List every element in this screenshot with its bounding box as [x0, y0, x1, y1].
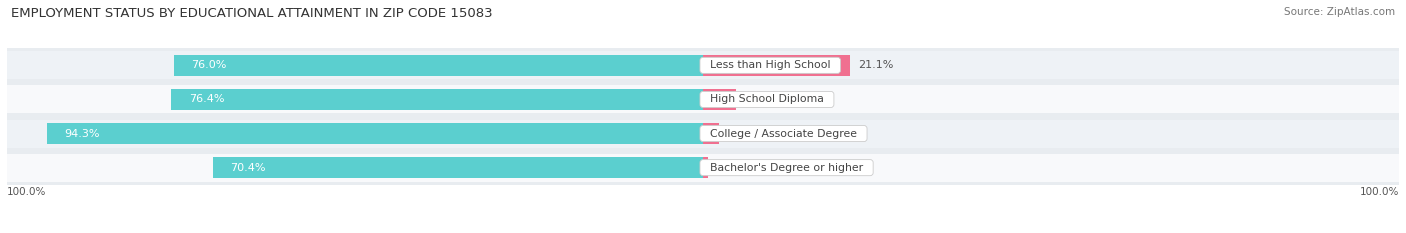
Bar: [172, 89, 703, 110]
Text: Source: ZipAtlas.com: Source: ZipAtlas.com: [1284, 7, 1395, 17]
Bar: [703, 157, 707, 178]
Bar: [7, 51, 1399, 79]
Bar: [7, 151, 1399, 185]
Bar: [214, 157, 703, 178]
Text: High School Diploma: High School Diploma: [703, 94, 831, 104]
Text: 76.4%: 76.4%: [188, 94, 224, 104]
Text: 70.4%: 70.4%: [231, 163, 266, 173]
Bar: [7, 82, 1399, 116]
Bar: [7, 120, 1399, 147]
Text: 76.0%: 76.0%: [191, 60, 226, 70]
Text: EMPLOYMENT STATUS BY EDUCATIONAL ATTAINMENT IN ZIP CODE 15083: EMPLOYMENT STATUS BY EDUCATIONAL ATTAINM…: [11, 7, 494, 20]
Bar: [7, 116, 1399, 151]
Text: 100.0%: 100.0%: [7, 187, 46, 197]
Text: 21.1%: 21.1%: [858, 60, 894, 70]
Bar: [174, 55, 703, 76]
Text: 2.3%: 2.3%: [727, 129, 756, 139]
Text: 100.0%: 100.0%: [1360, 187, 1399, 197]
Text: 0.7%: 0.7%: [716, 163, 745, 173]
Bar: [7, 48, 1399, 82]
Text: College / Associate Degree: College / Associate Degree: [703, 129, 865, 139]
Text: Less than High School: Less than High School: [703, 60, 838, 70]
Text: 4.8%: 4.8%: [745, 94, 773, 104]
Bar: [703, 123, 718, 144]
Bar: [7, 154, 1399, 182]
Bar: [703, 89, 737, 110]
Bar: [7, 86, 1399, 113]
Bar: [46, 123, 703, 144]
Text: Bachelor's Degree or higher: Bachelor's Degree or higher: [703, 163, 870, 173]
Text: 94.3%: 94.3%: [65, 129, 100, 139]
Bar: [703, 55, 849, 76]
